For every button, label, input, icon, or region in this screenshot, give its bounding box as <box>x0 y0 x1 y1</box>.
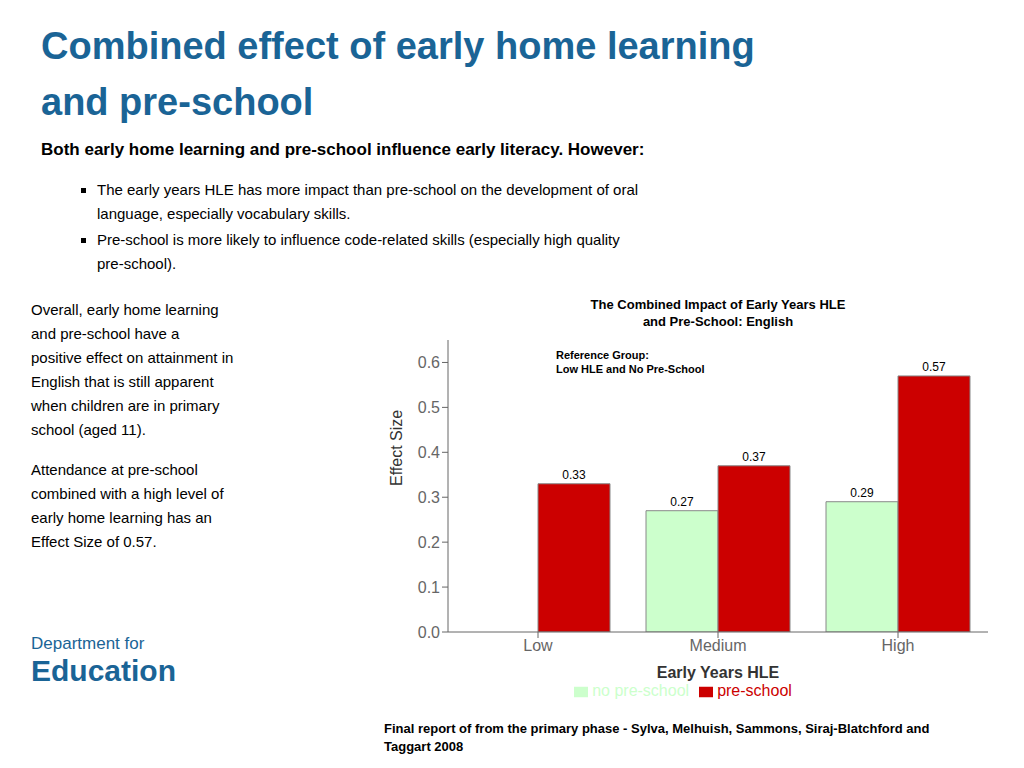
html-text:Overall, early home learning a: Overall, early home learning and pre-sch… <box>31 301 234 438</box>
html-text:pre-school: pre-school <box>717 682 792 699</box>
html-text:Combined effect of early home: Combined effect of early home learning <box>41 25 755 67</box>
svg-text:0.6: 0.6 <box>418 354 440 371</box>
svg-text:Medium: Medium <box>690 637 747 654</box>
svg-text:Low: Low <box>523 637 553 654</box>
svg-text:0.29: 0.29 <box>850 486 874 500</box>
svg-text:Effect Size: Effect Size <box>388 410 405 486</box>
html-text:Pre-school is more likely to i: Pre-school is more likely to influence c… <box>97 231 620 272</box>
svg-text:0.0: 0.0 <box>418 624 440 641</box>
svg-text:0.27: 0.27 <box>670 495 694 509</box>
html-text:no pre-school: no pre-school <box>592 682 690 699</box>
svg-text:High: High <box>882 637 915 654</box>
html-text:The early years HLE has more i: The early years HLE has more impact than… <box>97 181 639 222</box>
svg-text:0.3: 0.3 <box>418 489 440 506</box>
html-text:Both early home learning and p: Both early home learning and pre-school … <box>41 140 645 159</box>
html-text:and pre-school: and pre-school <box>41 81 314 123</box>
svg-text:0.37: 0.37 <box>742 450 766 464</box>
svg-text:Early Years HLE: Early Years HLE <box>657 664 780 681</box>
svg-text:0.57: 0.57 <box>922 360 946 374</box>
svg-text:0.5: 0.5 <box>418 399 440 416</box>
html-text:Reference Group: Low HLE and N: Reference Group: Low HLE and No Pre-Scho… <box>556 349 705 375</box>
html-text:Education: Education <box>31 654 176 687</box>
svg-text:0.33: 0.33 <box>562 468 586 482</box>
svg-text:0.2: 0.2 <box>418 534 440 551</box>
html-text:Department for: Department for <box>31 634 145 653</box>
html-text:Attendance at pre-school combi: Attendance at pre-school combined with a… <box>31 461 224 550</box>
html-text:Final report of from the prima: Final report of from the primary phase -… <box>384 721 930 754</box>
svg-text:0.4: 0.4 <box>418 444 440 461</box>
html-text:The Combined Impact of Early Y: The Combined Impact of Early Years HLE a… <box>590 297 846 329</box>
svg-text:0.1: 0.1 <box>418 579 440 596</box>
